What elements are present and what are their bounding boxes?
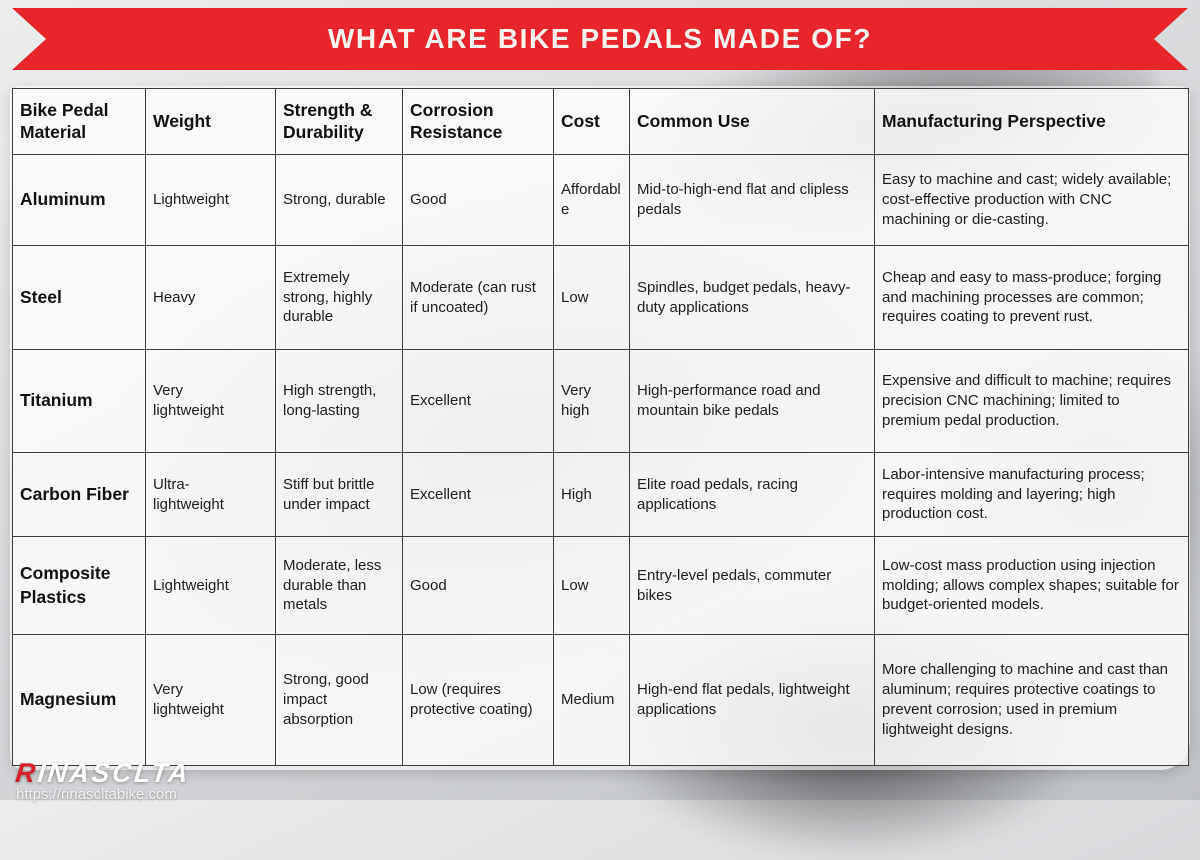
column-header-cost: Cost — [553, 88, 630, 155]
cell-manufacturing: Low-cost mass production using injection… — [874, 536, 1189, 635]
cell-material: Carbon Fiber — [12, 452, 146, 537]
cell-weight: Heavy — [145, 245, 276, 350]
cell-weight: Lightweight — [145, 536, 276, 635]
cell-strength: Strong, durable — [275, 154, 403, 246]
header-row: Bike Pedal Material Weight Strength & Du… — [12, 88, 1189, 155]
cell-weight: Lightweight — [145, 154, 276, 246]
cell-corrosion: Good — [402, 536, 554, 635]
table-row-aluminum: Aluminum Lightweight Strong, durable Goo… — [12, 154, 1189, 246]
cell-weight: Very lightweight — [145, 349, 276, 453]
cell-strength: Moderate, less durable than metals — [275, 536, 403, 635]
column-header-common-use: Common Use — [629, 88, 875, 155]
cell-corrosion: Low (requires protective coating) — [402, 634, 554, 766]
brand-logo: RINASCLTA — [14, 758, 192, 789]
column-header-strength: Strength & Durability — [275, 88, 403, 155]
cell-common-use: Mid-to-high-end flat and clipless pedals — [629, 154, 875, 246]
banner-ribbon: WHAT ARE BIKE PEDALS MADE OF? — [12, 8, 1188, 70]
cell-corrosion: Excellent — [402, 349, 554, 453]
cell-corrosion: Moderate (can rust if uncoated) — [402, 245, 554, 350]
cell-manufacturing: Expensive and difficult to machine; requ… — [874, 349, 1189, 453]
cell-corrosion: Excellent — [402, 452, 554, 537]
cell-strength: Extremely strong, highly durable — [275, 245, 403, 350]
brand-logo-rest: INASCLTA — [36, 758, 192, 788]
cell-material: Magnesium — [12, 634, 146, 766]
cell-common-use: High-performance road and mountain bike … — [629, 349, 875, 453]
column-header-manufacturing: Manufacturing Perspective — [874, 88, 1189, 155]
cell-strength: Stiff but brittle under impact — [275, 452, 403, 537]
cell-material: Titanium — [12, 349, 146, 453]
column-header-corrosion: Corrosion Resistance — [402, 88, 554, 155]
table-card: Bike Pedal Material Weight Strength & Du… — [10, 86, 1190, 770]
cell-common-use: Spindles, budget pedals, heavy-duty appl… — [629, 245, 875, 350]
cell-cost: High — [553, 452, 630, 537]
cell-strength: High strength, long-lasting — [275, 349, 403, 453]
cell-material: Aluminum — [12, 154, 146, 246]
table-row-carbon-fiber: Carbon Fiber Ultra-lightweight Stiff but… — [12, 452, 1189, 537]
table-row-steel: Steel Heavy Extremely strong, highly dur… — [12, 245, 1189, 350]
column-header-material: Bike Pedal Material — [12, 88, 146, 155]
cell-material: Composite Plastics — [12, 536, 146, 635]
cell-common-use: Entry-level pedals, commuter bikes — [629, 536, 875, 635]
cell-common-use: Elite road pedals, racing applications — [629, 452, 875, 537]
cell-manufacturing: Easy to machine and cast; widely availab… — [874, 154, 1189, 246]
cell-cost: Low — [553, 245, 630, 350]
table-row-composite-plastics: Composite Plastics Lightweight Moderate,… — [12, 536, 1189, 635]
cell-cost: Affordable — [553, 154, 630, 246]
cell-cost: Low — [553, 536, 630, 635]
table-row-titanium: Titanium Very lightweight High strength,… — [12, 349, 1189, 453]
cell-corrosion: Good — [402, 154, 554, 246]
cell-manufacturing: More challenging to machine and cast tha… — [874, 634, 1189, 766]
cell-weight: Very lightweight — [145, 634, 276, 766]
table-row-magnesium: Magnesium Very lightweight Strong, good … — [12, 634, 1189, 766]
cell-manufacturing: Labor-intensive manufacturing process; r… — [874, 452, 1189, 537]
cell-cost: Medium — [553, 634, 630, 766]
cell-common-use: High-end flat pedals, lightweight applic… — [629, 634, 875, 766]
cell-manufacturing: Cheap and easy to mass-produce; forging … — [874, 245, 1189, 350]
cell-strength: Strong, good impact absorption — [275, 634, 403, 766]
page-title: WHAT ARE BIKE PEDALS MADE OF? — [327, 23, 873, 54]
cell-cost: Very high — [553, 349, 630, 453]
cell-weight: Ultra-lightweight — [145, 452, 276, 537]
cell-material: Steel — [12, 245, 146, 350]
column-header-weight: Weight — [145, 88, 276, 155]
materials-table: Bike Pedal Material Weight Strength & Du… — [12, 88, 1189, 766]
brand-url: https://rinascltabike.com — [16, 786, 177, 803]
